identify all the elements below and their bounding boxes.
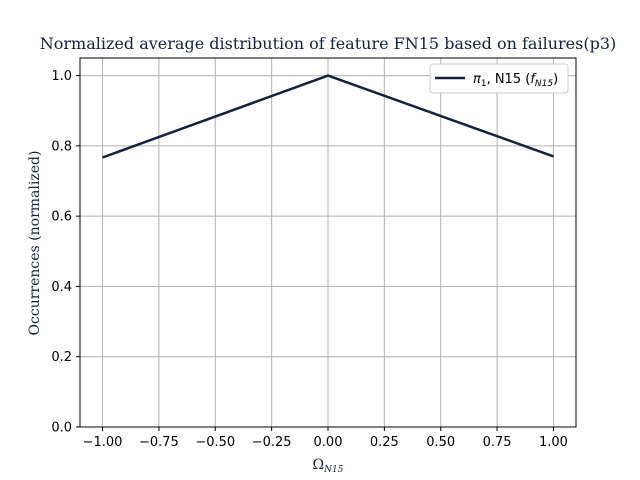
x-tick-label: −0.50 [195,435,235,450]
x-tick-label: −0.75 [139,435,179,450]
legend-pi: π [473,72,481,87]
legend: π1, N15 (fN15) [429,63,569,94]
x-tick-label: −0.25 [252,435,292,450]
grid [80,58,576,428]
x-tick-label: 0.00 [314,435,343,450]
y-axis-ticks: 0.0 0.2 0.4 0.6 0.8 1.0 [51,69,80,436]
x-tick-label: 0.75 [483,435,512,450]
legend-entry-label: π1, N15 (fN15) [473,72,558,89]
legend-mid: , N15 ( [487,72,531,87]
legend-close: ) [553,72,558,87]
x-axis-ticks: −1.00 −0.75 −0.50 −0.25 0.00 0.25 0.50 0.75 1.00 [83,427,568,450]
chart-title: Normalized average distribution of featu… [40,34,616,53]
y-axis-label: Occurrences (normalized) [27,151,43,336]
y-tick-label: 0.2 [51,350,72,365]
legend-f: f [530,72,537,87]
x-axis-label-main: Ω [313,457,325,473]
series-line [102,74,554,159]
y-tick-label: 0.6 [51,210,72,225]
y-tick-label: 0.4 [51,280,72,295]
x-tick-label: 0.50 [426,435,455,450]
legend-box [429,63,569,94]
legend-pi-subscript: 1 [481,79,487,89]
y-tick-label: 0.8 [51,139,72,154]
x-tick-label: 1.00 [539,435,568,450]
legend-f-subscript: N15 [535,79,553,89]
x-tick-label: 0.25 [370,435,399,450]
y-tick-label: 1.0 [51,69,72,84]
x-axis-label: ΩN15 [313,457,344,475]
series-layer [102,74,554,159]
x-axis-label-subscript: N15 [323,465,344,475]
x-tick-label: −1.00 [83,435,123,450]
y-tick-label: 0.0 [51,421,72,436]
